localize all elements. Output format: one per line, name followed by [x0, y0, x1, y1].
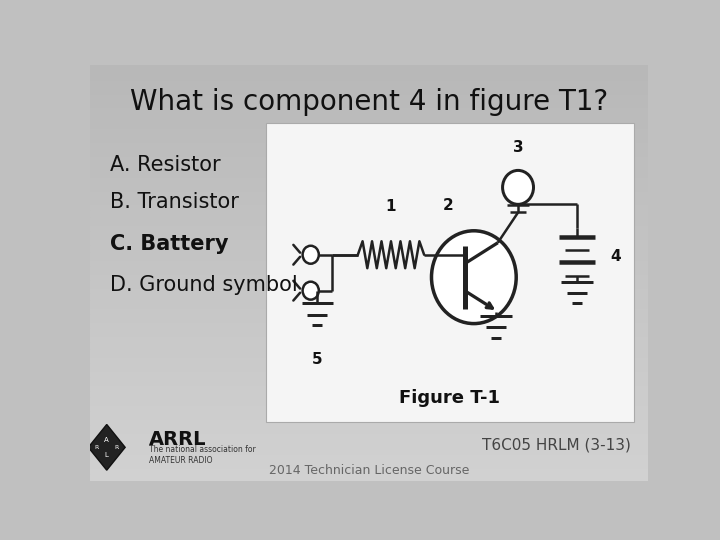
Text: B. Transistor: B. Transistor	[109, 192, 238, 212]
Bar	[90, 259, 648, 266]
Bar	[90, 460, 648, 467]
Bar	[90, 113, 648, 120]
Bar	[90, 294, 648, 300]
Ellipse shape	[431, 231, 516, 323]
Bar	[90, 231, 648, 238]
Text: 5: 5	[312, 352, 323, 367]
Bar	[90, 65, 648, 72]
Polygon shape	[89, 424, 125, 470]
Bar	[90, 425, 648, 432]
Bar	[266, 123, 634, 422]
Bar	[90, 363, 648, 370]
Bar	[90, 252, 648, 259]
Bar	[90, 99, 648, 106]
Bar	[90, 390, 648, 397]
Text: A. Resistor: A. Resistor	[109, 154, 220, 174]
Bar	[90, 411, 648, 418]
Bar	[90, 335, 648, 342]
Text: 2014 Technician License Course: 2014 Technician License Course	[269, 464, 469, 477]
Bar	[90, 307, 648, 314]
Text: 3: 3	[513, 140, 523, 155]
Bar	[90, 204, 648, 210]
Text: The national association for
AMATEUR RADIO: The national association for AMATEUR RAD…	[148, 445, 256, 464]
Bar	[90, 328, 648, 335]
Bar	[90, 453, 648, 460]
Bar	[90, 349, 648, 356]
Bar	[90, 446, 648, 453]
Ellipse shape	[302, 282, 319, 300]
Bar	[90, 169, 648, 176]
Text: R: R	[94, 445, 99, 450]
Bar	[90, 432, 648, 439]
Text: 2: 2	[443, 198, 454, 213]
Bar	[90, 127, 648, 134]
Text: What is component 4 in figure T1?: What is component 4 in figure T1?	[130, 87, 608, 116]
Bar	[90, 92, 648, 99]
Bar	[90, 211, 648, 217]
Bar	[90, 356, 648, 363]
Bar	[90, 474, 648, 481]
Bar	[90, 134, 648, 141]
Ellipse shape	[302, 246, 319, 264]
Text: 1: 1	[386, 199, 396, 214]
Bar	[90, 190, 648, 197]
Text: D. Ground symbol: D. Ground symbol	[109, 275, 297, 295]
Bar	[90, 300, 648, 307]
Text: R: R	[114, 445, 119, 450]
Bar	[90, 404, 648, 411]
Text: A: A	[104, 437, 109, 443]
Bar	[90, 273, 648, 280]
Bar	[90, 397, 648, 404]
Bar	[90, 467, 648, 474]
Bar	[90, 106, 648, 113]
Text: ARRL: ARRL	[148, 430, 206, 449]
Bar	[90, 377, 648, 383]
Bar	[90, 280, 648, 287]
Bar	[90, 162, 648, 168]
Text: L: L	[105, 452, 109, 458]
Bar	[90, 85, 648, 92]
Text: T6C05 HRLM (3-13): T6C05 HRLM (3-13)	[482, 438, 631, 453]
Bar	[90, 383, 648, 390]
Text: Figure T-1: Figure T-1	[400, 389, 500, 408]
Text: C. Battery: C. Battery	[109, 234, 228, 254]
Bar	[90, 342, 648, 349]
Bar	[90, 238, 648, 245]
Bar	[90, 287, 648, 294]
Bar	[90, 148, 648, 155]
Bar	[90, 197, 648, 204]
Bar	[90, 217, 648, 224]
Bar	[90, 141, 648, 148]
Bar	[90, 72, 648, 79]
Bar	[90, 314, 648, 321]
Text: 4: 4	[610, 249, 621, 264]
Bar	[90, 183, 648, 190]
Ellipse shape	[503, 171, 534, 204]
Bar	[90, 176, 648, 183]
Bar	[90, 321, 648, 328]
Bar	[90, 370, 648, 377]
Bar	[90, 245, 648, 252]
Bar	[90, 266, 648, 273]
Bar	[90, 155, 648, 162]
Bar	[90, 120, 648, 127]
Bar	[90, 79, 648, 85]
Bar	[90, 224, 648, 231]
Bar	[90, 418, 648, 425]
Bar	[90, 439, 648, 446]
